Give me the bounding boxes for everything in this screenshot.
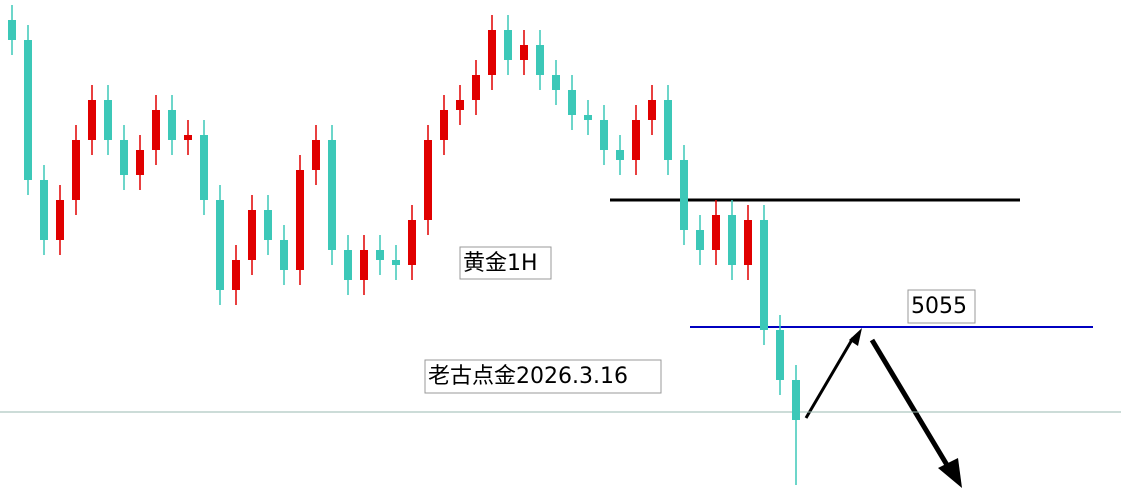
candle-body [104, 100, 112, 140]
candle-body [648, 100, 656, 120]
candle-body [600, 120, 608, 150]
candle-body [552, 75, 560, 90]
candle-body [424, 140, 432, 220]
candle-body [56, 200, 64, 240]
candle-body [248, 210, 256, 260]
candle-body [88, 100, 96, 140]
candle-body [152, 110, 160, 150]
arrow-head [849, 328, 862, 346]
candle-body [312, 140, 320, 170]
candle-body [616, 150, 624, 160]
candle-body [744, 220, 752, 265]
title-box [459, 246, 552, 280]
candle-body [408, 220, 416, 265]
candle-body [184, 135, 192, 140]
candle-body [264, 210, 272, 240]
projection-arrows [804, 328, 962, 488]
candle-body [488, 30, 496, 75]
candle-body [216, 200, 224, 290]
candle-body [664, 100, 672, 160]
candle-body [680, 160, 688, 230]
candle-body [120, 140, 128, 175]
candle-body [712, 215, 720, 250]
candle-body [296, 170, 304, 270]
candle-body [632, 120, 640, 160]
candle-body [136, 150, 144, 175]
candle-body [792, 380, 800, 420]
candle-body [24, 40, 32, 180]
candle-body [168, 110, 176, 140]
candle-body [392, 260, 400, 265]
candle-body [360, 250, 368, 280]
candle-body [472, 75, 480, 100]
candle-body [40, 180, 48, 240]
candle-body [536, 45, 544, 75]
level-label: 5055 [911, 294, 967, 319]
candle-body [72, 140, 80, 200]
arrow-head [938, 458, 962, 488]
candle-body [232, 260, 240, 290]
chart-subtitle: 老古点金2026.3.16 [428, 364, 628, 389]
candle-body [8, 20, 16, 40]
candle-body [280, 240, 288, 270]
candle-body [584, 115, 592, 120]
candle-body [328, 140, 336, 250]
chart-title: 黄金1H [463, 251, 538, 276]
candle-body [376, 250, 384, 260]
arrow-up [804, 337, 855, 419]
candle-body [568, 90, 576, 115]
candles [0, 5, 1121, 485]
candle-body [760, 220, 768, 330]
level-label-box [907, 289, 976, 324]
candle-body [776, 330, 784, 380]
candle-body [456, 100, 464, 110]
candle-body [344, 250, 352, 280]
candle-body [504, 30, 512, 60]
subtitle-box [424, 359, 662, 394]
candle-body [696, 230, 704, 250]
candle-body [520, 45, 528, 60]
candle-body [440, 110, 448, 140]
candle-body [728, 215, 736, 265]
candle-body [200, 135, 208, 200]
arrow-down [869, 338, 953, 472]
